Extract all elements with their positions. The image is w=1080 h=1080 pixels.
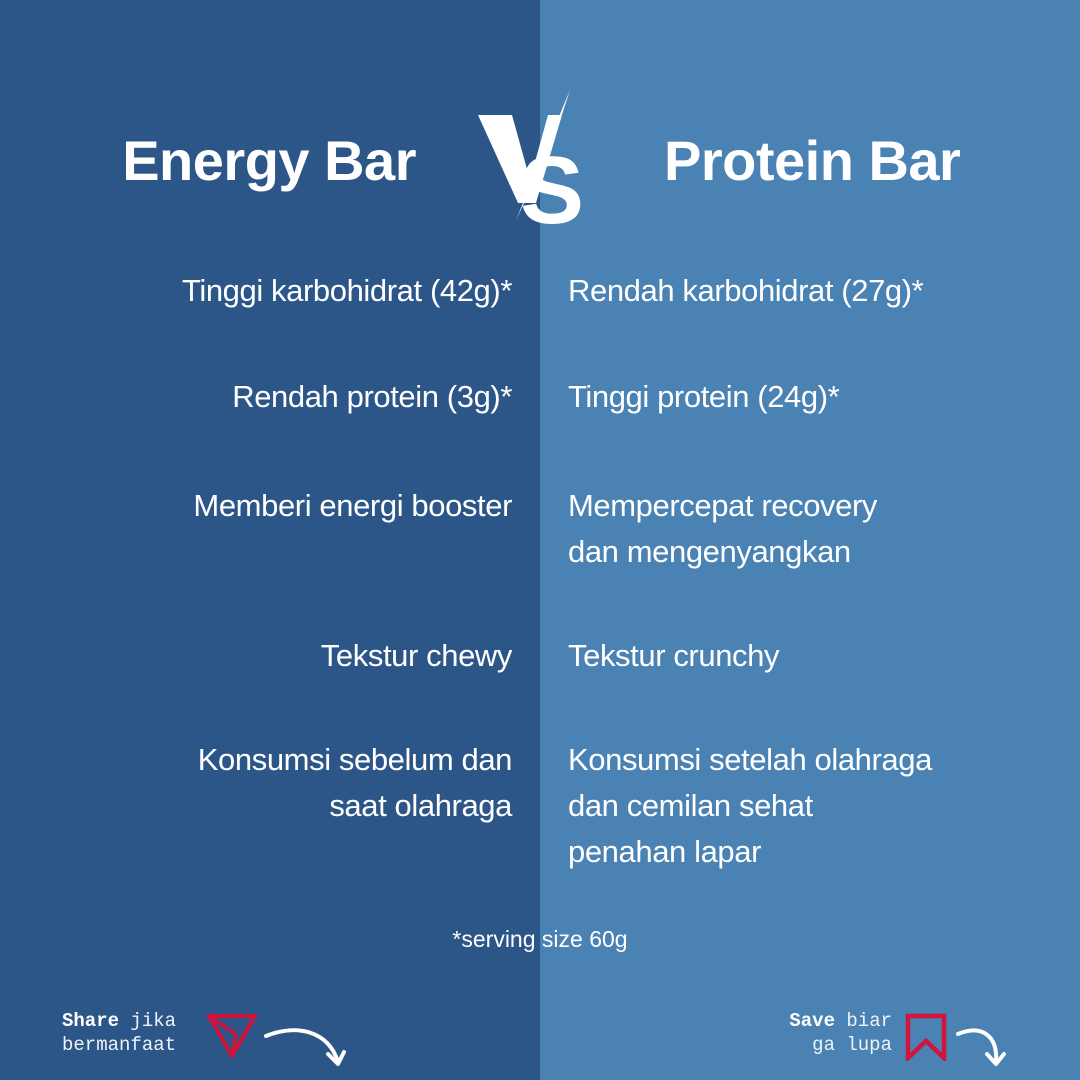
vs-logo: S: [470, 85, 610, 225]
left-panel: [0, 0, 540, 1080]
left-item-4: Tekstur chewy: [320, 638, 513, 673]
left-item-3: Memberi energi booster: [193, 488, 512, 523]
right-item-5-line-1: Konsumsi setelah olahraga: [568, 742, 932, 777]
right-panel: [540, 0, 1080, 1080]
bookmark-icon[interactable]: [904, 1013, 948, 1061]
right-item-2: Tinggi protein (24g)*: [568, 379, 840, 414]
right-item-5-line-3: penahan lapar: [568, 834, 762, 869]
right-item-1: Rendah karbohidrat (27g)*: [568, 273, 924, 308]
left-item-1: Tinggi karbohidrat (42g)*: [181, 273, 512, 308]
right-item-5-line-2: dan cemilan sehat: [568, 788, 813, 823]
save-line-2: ga lupa: [812, 1034, 892, 1056]
send-icon[interactable]: [206, 1012, 258, 1060]
left-item-5-line-2: saat olahraga: [329, 788, 512, 823]
share-text: Share jika bermanfaat: [62, 1009, 176, 1057]
right-item-3-line-1: Mempercepat recovery: [568, 488, 878, 523]
right-item-4: Tekstur crunchy: [568, 638, 780, 673]
right-item-5: Konsumsi setelah olahraga dan cemilan se…: [568, 737, 932, 875]
share-rest: jika: [130, 1010, 177, 1032]
left-item-5: Konsumsi sebelum dan saat olahraga: [197, 737, 513, 829]
curved-arrow-icon: [262, 1022, 348, 1070]
save-text: Save biar ga lupa: [764, 1009, 892, 1057]
save-rest: biar: [846, 1010, 892, 1032]
left-item-2: Rendah protein (3g)*: [232, 379, 512, 414]
right-item-3-line-2: dan mengenyangkan: [568, 534, 851, 569]
curved-arrow-icon: [954, 1022, 1010, 1070]
vs-s-letter: S: [520, 137, 584, 225]
save-bold: Save: [789, 1010, 835, 1032]
share-bold: Share: [62, 1010, 120, 1032]
energy-bar-title: Energy Bar: [122, 129, 416, 192]
left-item-5-line-1: Konsumsi sebelum dan: [197, 742, 513, 777]
serving-size-note: *serving size 60g: [452, 926, 628, 952]
right-item-3: Mempercepat recovery dan mengenyangkan: [568, 483, 877, 575]
protein-bar-title: Protein Bar: [664, 129, 961, 192]
share-line-2: bermanfaat: [62, 1034, 177, 1056]
